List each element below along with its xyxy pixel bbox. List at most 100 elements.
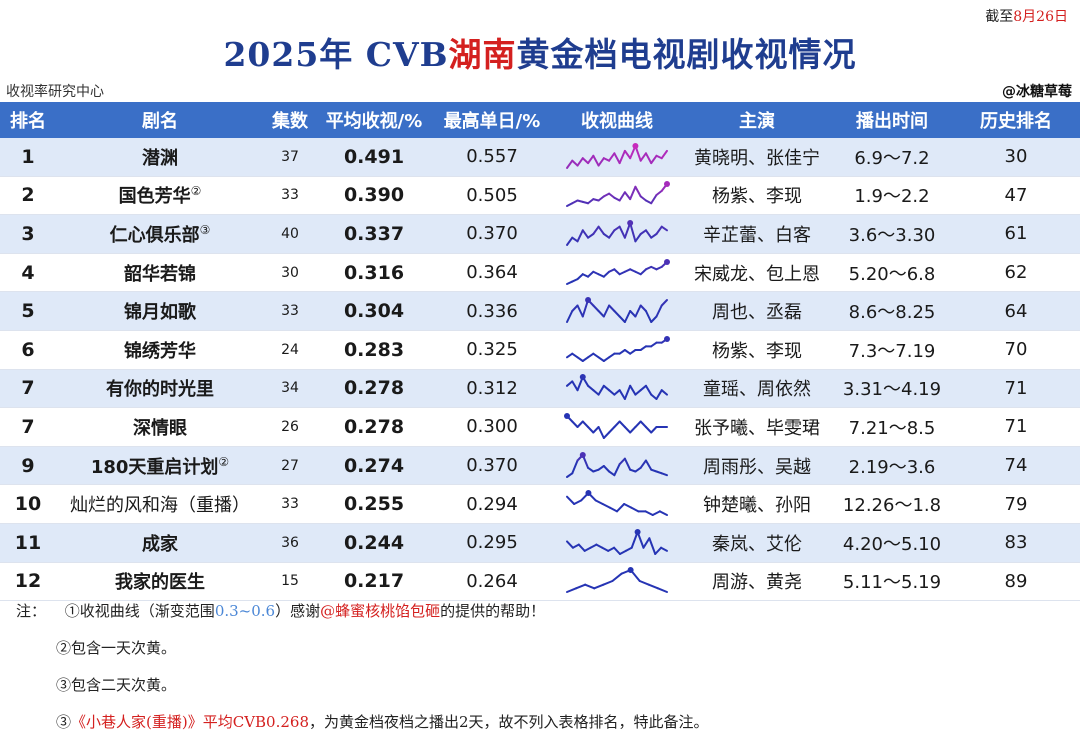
cast-cell: 辛芷蕾、白客 [682,214,832,254]
rating-sparkline [566,219,668,246]
rating-curve-cell [552,562,682,602]
table-row: 1 潜渊 37 0.491 0.557 黄晓明、张佳宁 6.9～7.2 30 [0,138,1080,177]
sparkline-segment [654,546,663,555]
cast-cell: 周也、丞磊 [682,291,832,331]
sparkline-segment [623,457,632,471]
sparkline-segment [639,195,647,202]
title-highlight: 湖南 [448,35,517,74]
sparkline-segment [644,385,653,396]
cast-cell: 黄晓明、张佳宁 [682,138,832,177]
sparkline-segment [566,471,574,478]
episodes-cell: 33 [264,176,316,216]
peak-rating-cell: 0.336 [432,291,552,331]
sparkline-segment [566,495,576,506]
sparkline-segment [602,270,611,278]
note-line-4: ③《小巷人家(重播)》平均CVB0.268，为黄金档夜档之播出2天，故不列入表格… [16,708,1076,745]
history-rank-cell: 70 [952,330,1080,370]
sparkline-segment [655,225,663,235]
peak-rating-cell: 0.312 [432,369,552,409]
sparkline-segment [616,503,626,513]
peak-rating-cell: 0.364 [432,253,552,293]
sparkline-peak-dot [664,181,670,188]
sparkline-segment [623,348,632,355]
sparkline-segment [571,380,579,392]
sparkline-segment [592,225,600,235]
sparkline-peak-dot [632,142,639,149]
rank-cell: 4 [0,253,56,293]
rating-curve-cell [552,214,682,254]
peak-rating-cell: 0.505 [432,176,552,216]
peak-rating-cell: 0.370 [432,446,552,486]
drama-title: 锦绣芳华 [124,340,196,362]
sparkline-segment [566,540,574,549]
table-row: 10 灿烂的风和海（重播） 33 0.255 0.294 钟楚曦、孙阳 12.26～1.8 7… [0,484,1080,524]
note1-prefix: ①收视曲线（渐变范围 [64,602,215,620]
col-header-episodes: 集数 [264,102,316,138]
avg-rating-cell: 0.278 [316,407,432,447]
sparkline-segment [573,499,583,506]
table-row: 7 深情眼 26 0.278 0.300 张予曦、毕雯珺 7.21～8.5 71 [0,407,1080,447]
sparkline-segment [581,157,590,164]
sparkline-segment [602,356,611,362]
sparkline-segment [608,229,616,239]
sparkline-segment [613,310,621,318]
sparkline-segment [658,510,668,517]
sparkline-segment [587,270,595,278]
rank-cell: 6 [0,330,56,370]
history-rank-cell: 64 [952,291,1080,331]
sparkline-segment [608,193,616,200]
sparkline-segment [655,190,663,197]
sparkline-peak-dot [579,451,586,458]
col-header-rank: 排名 [0,102,56,138]
sparkline-segment [618,348,626,355]
cast-cell: 张予曦、毕雯珺 [682,407,832,447]
avg-rating-cell: 0.304 [316,291,432,331]
col-header-title: 剧名 [56,102,264,138]
sparkline-segment [639,385,647,392]
sparkline-segment [566,310,574,324]
sparkline-segment [618,457,626,465]
sparkline-segment [618,420,626,428]
cast-cell: 秦岚、艾伦 [682,523,832,563]
sparkline-segment [639,152,647,162]
note4-highlight: 《小巷人家(重播)》平均CVB0.268 [71,713,309,731]
sparkline-segment [571,236,579,243]
sparkline-segment [656,587,668,594]
rating-curve-cell [552,253,682,293]
airtime-cell: 2.19～3.6 [832,446,952,486]
sparkline-segment [597,225,605,235]
sparkline-segment [571,304,579,313]
rating-sparkline [566,335,670,362]
episodes-cell: 27 [264,446,316,486]
title-cell: 潜渊 [56,138,264,177]
rating-curve-cell [552,369,682,409]
sparkline-segment [597,356,605,362]
sparkline-segment [597,310,605,318]
title-cell: 仁心俱乐部③ [56,214,264,254]
sparkline-segment [648,537,657,555]
cast-cell: 周游、黄尧 [682,562,832,602]
sparkline-segment [655,389,663,401]
title-cell: 我家的医生 [56,562,264,602]
sparkline-segment [618,191,626,202]
episodes-cell: 24 [264,330,316,370]
sparkline-segment [566,236,574,246]
sparkline-segment [613,389,621,396]
drama-title: 潜渊 [142,147,178,169]
sparkline-segment [629,186,637,201]
date-prefix: 截至 [985,9,1014,25]
sparkline-segment [651,510,661,517]
sparkline-segment [571,420,579,428]
sparkline-peak-dot [664,335,670,342]
sparkline-segment [571,459,579,474]
sparkline-segment [592,352,600,359]
sparkline-segment [576,272,584,280]
sparkline-segment [630,506,640,513]
title-cell: 锦绣芳华 [56,330,264,370]
table-header-row: 排名 剧名 集数 平均收视/% 最高单日/% 收视曲线 主演 播出时间 历史排名 [0,102,1080,138]
cast-cell: 杨紫、李现 [682,176,832,216]
episodes-cell: 40 [264,214,316,254]
col-header-history: 历史排名 [952,102,1080,138]
sparkline-segment [634,420,642,428]
drama-title: 深情眼 [133,417,187,439]
